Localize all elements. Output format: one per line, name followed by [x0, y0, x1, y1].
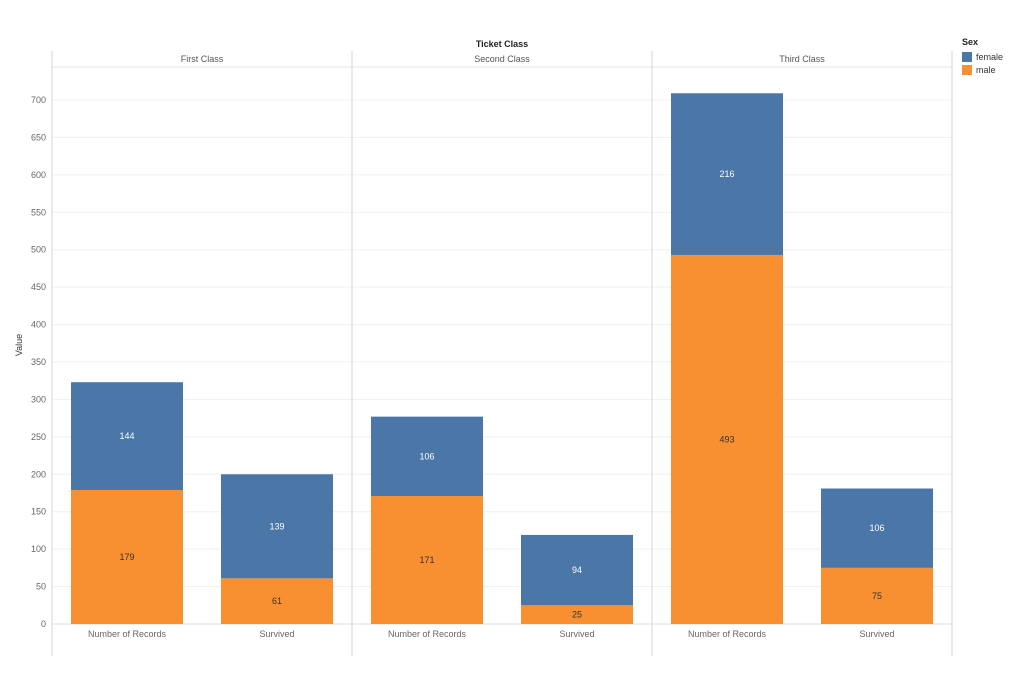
- x-category-label: Number of Records: [688, 629, 767, 639]
- x-category-label: Number of Records: [388, 629, 467, 639]
- panel-0: First Class 179 144 Number of Records 61 139 S…: [51, 51, 333, 656]
- gridlines: [52, 66, 952, 625]
- panel-1: Second Class 171 106 Number of Records 25 94 S…: [351, 51, 633, 656]
- y-tick-label: 50: [36, 582, 46, 592]
- y-tick-label: 350: [31, 357, 46, 367]
- y-axis-title: Value: [14, 334, 24, 356]
- bar-label-male: 179: [119, 552, 134, 562]
- bar-female: [71, 382, 183, 491]
- bar-label-male: 171: [419, 555, 434, 565]
- x-category-label: Survived: [859, 629, 894, 639]
- bar-female: [521, 534, 633, 606]
- bar-male: [821, 567, 933, 624]
- legend-label-female: female: [976, 52, 1003, 62]
- legend: Sex female male: [962, 37, 1003, 75]
- bar-label-male: 75: [872, 591, 882, 601]
- bar-female: [371, 416, 483, 496]
- bar-male: [221, 578, 333, 624]
- y-tick-label: 150: [31, 507, 46, 517]
- bar-female: [671, 93, 783, 255]
- bar-label-male: 493: [719, 434, 734, 444]
- panels: First Class 179 144 Number of Records 61 139 S…: [51, 51, 953, 656]
- y-axis: 0 50 100 150 200 250 300 350 400 450 500 550 600 650 7…: [31, 95, 46, 629]
- bar-label-male: 61: [272, 596, 282, 606]
- bar-male: [671, 254, 783, 624]
- bar-label-female: 106: [419, 451, 434, 461]
- y-tick-label: 700: [31, 95, 46, 105]
- bar-label-female: 144: [119, 431, 134, 441]
- y-tick-label: 600: [31, 170, 46, 180]
- x-category-label: Survived: [559, 629, 594, 639]
- bar-male: [371, 495, 483, 624]
- column-header-title: Ticket Class: [476, 39, 528, 49]
- y-tick-label: 250: [31, 432, 46, 442]
- y-tick-label: 500: [31, 245, 46, 255]
- legend-label-male: male: [976, 65, 996, 75]
- bar-label-female: 106: [869, 523, 884, 533]
- x-category-label: Number of Records: [88, 629, 167, 639]
- y-tick-label: 0: [41, 619, 46, 629]
- y-tick-label: 100: [31, 544, 46, 554]
- y-tick-label: 300: [31, 394, 46, 404]
- bar-label-female: 216: [719, 169, 734, 179]
- bar-label-female: 139: [269, 521, 284, 531]
- x-category-label: Survived: [259, 629, 294, 639]
- bar-male: [71, 490, 183, 624]
- panel-header: Second Class: [474, 54, 530, 64]
- y-tick-label: 200: [31, 469, 46, 479]
- panel-header: First Class: [181, 54, 224, 64]
- legend-swatch-male: [962, 65, 972, 75]
- y-tick-label: 450: [31, 282, 46, 292]
- legend-title: Sex: [962, 37, 978, 47]
- bar-female: [221, 474, 333, 579]
- bar-label-female: 94: [572, 565, 582, 575]
- y-tick-label: 550: [31, 207, 46, 217]
- bar-male: [521, 605, 633, 624]
- panel-2: Third Class 493 216 Number of Records 75 106 S…: [651, 51, 953, 656]
- legend-swatch-female: [962, 52, 972, 62]
- bar-female: [821, 488, 933, 568]
- y-tick-label: 400: [31, 320, 46, 330]
- y-tick-label: 650: [31, 132, 46, 142]
- panel-header: Third Class: [779, 54, 825, 64]
- bar-label-male: 25: [572, 610, 582, 620]
